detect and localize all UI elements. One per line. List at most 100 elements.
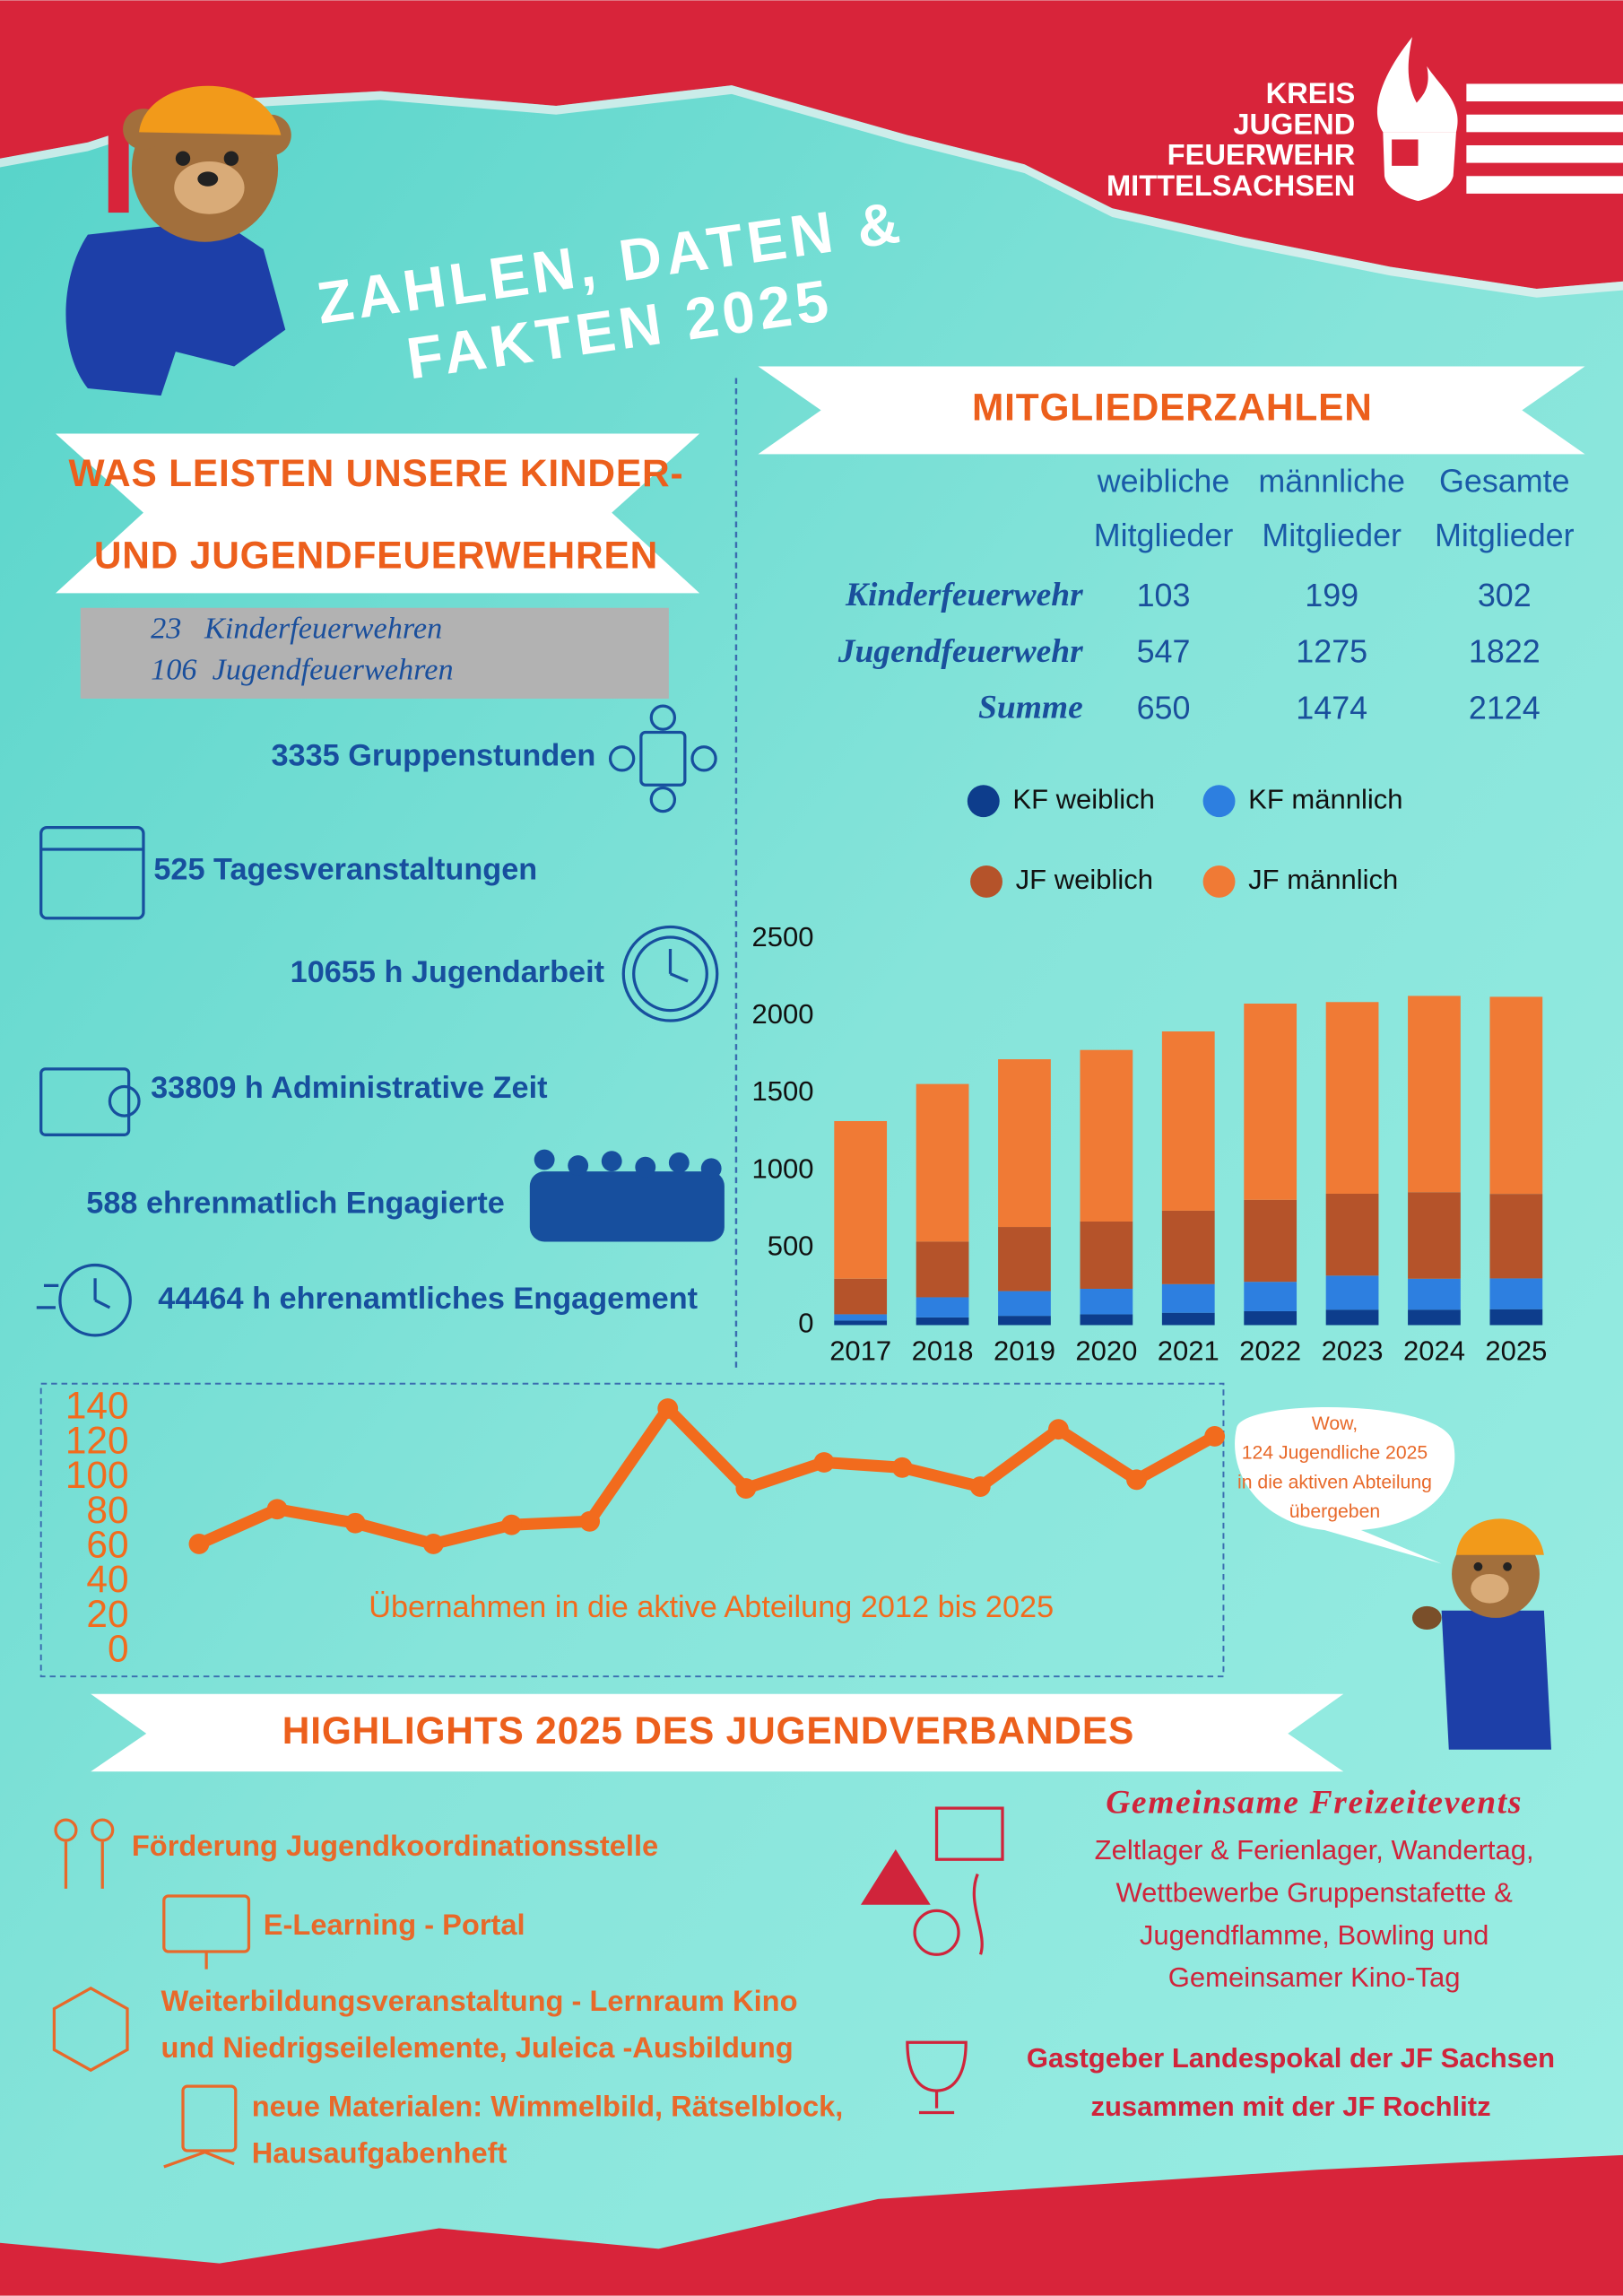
stat-text: 44464 h ehrenamtliches Engagement bbox=[158, 1282, 698, 1316]
bar-chart: KF weiblich KF männlich JF weiblich JF männ… bbox=[751, 783, 1547, 1366]
x-tick-label: 2017 bbox=[829, 1335, 891, 1367]
point bbox=[188, 1534, 210, 1554]
bar-segment bbox=[998, 1291, 1051, 1317]
bar-segment bbox=[1080, 1222, 1133, 1289]
y-tick-label: 2000 bbox=[751, 998, 813, 1030]
y-tick-label: 1500 bbox=[751, 1075, 813, 1107]
legend-swatch bbox=[970, 865, 1002, 898]
bar-segment bbox=[1325, 1275, 1379, 1310]
bubble-text: Wow, bbox=[1312, 1413, 1358, 1434]
events-text: Jugendflamme, Bowling und bbox=[1140, 1919, 1488, 1951]
events-text: Gemeinsamer Kino-Tag bbox=[1168, 1961, 1461, 1993]
cup-text: zusammen mit der JF Rochlitz bbox=[1090, 2091, 1490, 2122]
highlight-text: Hausaufgabenheft bbox=[252, 2136, 508, 2170]
bubble-text: übergeben bbox=[1289, 1501, 1380, 1522]
table-header: Mitglieder bbox=[1435, 517, 1575, 553]
logo-shield-part bbox=[1392, 139, 1419, 166]
table-cell: 103 bbox=[1137, 578, 1191, 613]
torn-top bbox=[0, 0, 1623, 289]
table-cell: 650 bbox=[1137, 690, 1191, 726]
bar-segment bbox=[834, 1278, 888, 1315]
crowd-icon bbox=[529, 1149, 725, 1242]
bar-segment bbox=[998, 1059, 1051, 1228]
bar-segment bbox=[998, 1227, 1051, 1292]
bar-segment bbox=[916, 1241, 969, 1298]
bar-segment bbox=[916, 1083, 969, 1242]
y-tick-label: 2500 bbox=[751, 921, 813, 952]
bar-segment bbox=[998, 1316, 1051, 1326]
stat-text: 588 ehrenmatlich Engagierte bbox=[86, 1187, 505, 1221]
table-header: männliche bbox=[1258, 464, 1405, 500]
table-cell: 199 bbox=[1305, 578, 1358, 613]
event-icons bbox=[860, 1806, 1004, 2115]
y-tick-label: 80 bbox=[86, 1489, 128, 1531]
count-box bbox=[80, 607, 669, 699]
logo-flame bbox=[1376, 37, 1458, 133]
bubble-text: in die aktiven Abteilung bbox=[1237, 1472, 1432, 1492]
legend-swatch bbox=[967, 785, 1000, 818]
bar-segment bbox=[1244, 1282, 1298, 1311]
bar-segment bbox=[1325, 1193, 1379, 1276]
x-tick-label: 2018 bbox=[912, 1335, 974, 1367]
banner-text: WAS LEISTEN UNSERE KINDER- bbox=[69, 452, 684, 494]
legend-swatch bbox=[1202, 785, 1236, 818]
bear-illustration bbox=[65, 7, 291, 396]
speech-bubble bbox=[1235, 1406, 1455, 1564]
ribbon bbox=[758, 366, 1585, 455]
x-tick-label: 2023 bbox=[1322, 1335, 1384, 1367]
bar-segment bbox=[916, 1297, 969, 1318]
table-cell: 1275 bbox=[1296, 634, 1367, 670]
icons bbox=[36, 704, 719, 1337]
point bbox=[344, 1512, 366, 1534]
bar-segment bbox=[916, 1317, 969, 1326]
highlight-icons bbox=[52, 1818, 251, 2169]
logo-stripe bbox=[1466, 145, 1623, 163]
logo-stripe bbox=[1466, 83, 1623, 102]
x-tick-label: 2024 bbox=[1403, 1335, 1465, 1367]
logo-line: JUGEND bbox=[1233, 107, 1355, 140]
bar-segment bbox=[1489, 1309, 1543, 1326]
line bbox=[196, 1402, 1218, 1550]
logo-line: KREIS bbox=[1266, 76, 1356, 109]
highlight-text: und Niedrigseilelemente, Juleica -Ausbil… bbox=[161, 2031, 794, 2064]
legend-label: KF weiblich bbox=[1012, 783, 1154, 814]
ribbon bbox=[56, 433, 700, 594]
banner-text: UND JUGENDFEUERWEHREN bbox=[94, 534, 658, 576]
y-tick-label: 120 bbox=[65, 1419, 129, 1461]
bar-segment bbox=[1080, 1049, 1133, 1222]
legend-label: JF männlich bbox=[1248, 864, 1398, 895]
torn-bottom bbox=[0, 2154, 1623, 2296]
logo-line: FEUERWEHR bbox=[1167, 138, 1356, 171]
bar-segment bbox=[1408, 1309, 1461, 1326]
bar-segment bbox=[1080, 1314, 1133, 1326]
point bbox=[266, 1499, 288, 1520]
y-tick-label: 100 bbox=[65, 1454, 129, 1496]
chart-annotation: Übernahmen in die aktive Abteilung 2012 … bbox=[369, 1590, 1054, 1624]
highlight-text: Weiterbildungsveranstaltung - Lernraum K… bbox=[161, 1984, 798, 2017]
table-cell: 302 bbox=[1478, 578, 1532, 613]
table-cell: 1822 bbox=[1469, 634, 1541, 670]
events-text: Zeltlager & Ferienlager, Wandertag, bbox=[1095, 1834, 1534, 1866]
legend-label: KF männlich bbox=[1248, 783, 1402, 814]
bar-segment bbox=[1408, 996, 1461, 1193]
banner-text: HIGHLIGHTS 2025 DES JUGENDVERBANDES bbox=[282, 1709, 1134, 1752]
point bbox=[422, 1534, 444, 1554]
table-header: weibliche bbox=[1097, 464, 1230, 500]
stat-text: 3335 Gruppenstunden bbox=[271, 738, 595, 772]
bar-segment bbox=[1161, 1031, 1215, 1211]
table-cell: 1474 bbox=[1296, 690, 1367, 726]
bar-segment bbox=[1489, 996, 1543, 1195]
bar-segment bbox=[1080, 1288, 1133, 1315]
highlight-text: neue Materialen: Wimmelbild, Rätselblock… bbox=[252, 2089, 844, 2122]
y-tick-label: 1000 bbox=[751, 1152, 813, 1184]
legend-swatch bbox=[1202, 865, 1236, 898]
bar-segment bbox=[1244, 1310, 1298, 1326]
y-tick-label: 0 bbox=[798, 1308, 813, 1339]
bar-segment bbox=[834, 1120, 888, 1279]
bar-segment bbox=[1489, 1278, 1543, 1309]
table-header: Mitglieder bbox=[1262, 517, 1402, 553]
point bbox=[1126, 1469, 1147, 1491]
table-cell: 547 bbox=[1137, 634, 1191, 670]
